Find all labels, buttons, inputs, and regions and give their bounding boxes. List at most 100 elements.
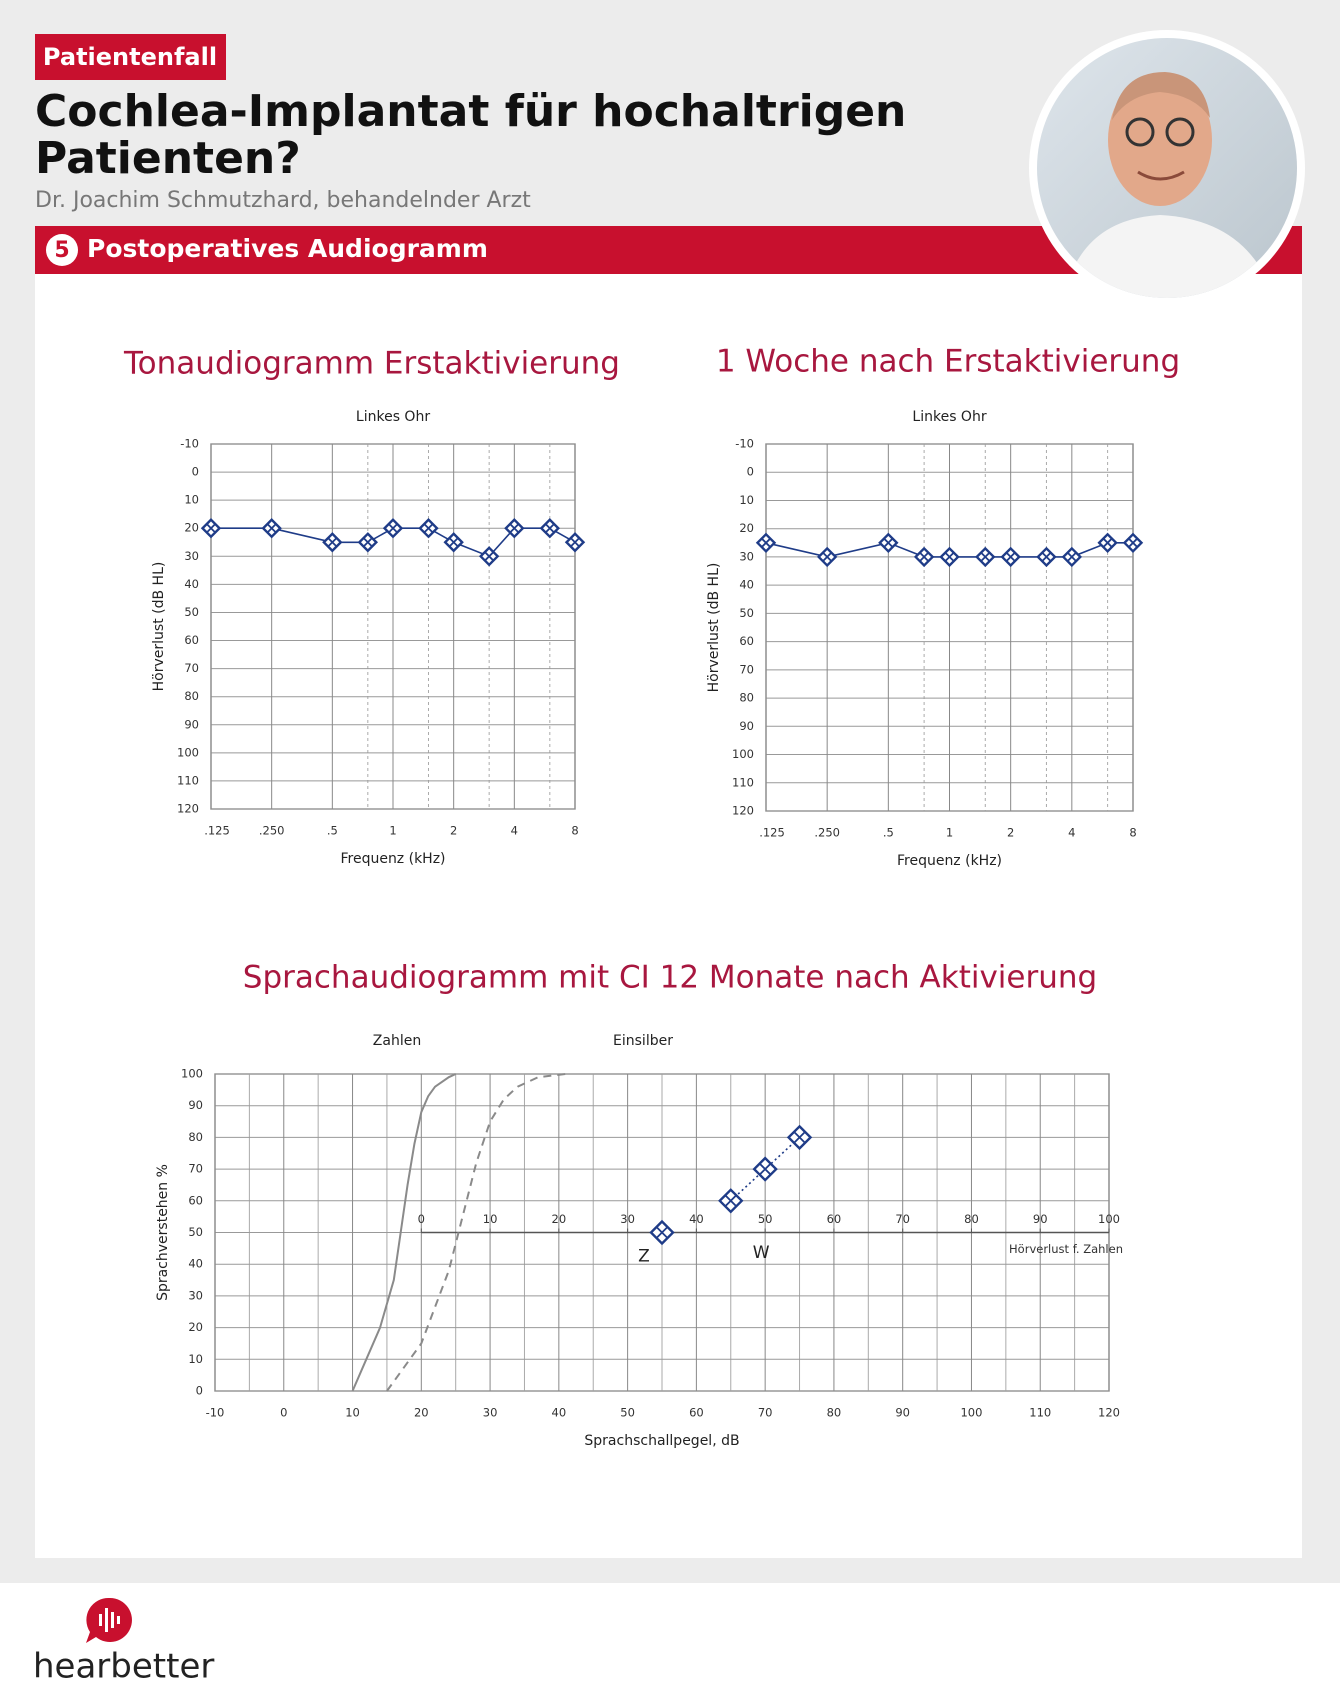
y-tick-label: 40 [739,578,754,592]
y-tick-label: 80 [188,1130,203,1144]
x-tick-label: 2 [1007,826,1014,840]
marker-cross [1102,537,1113,548]
marker-cross [544,523,555,534]
y-tick-label: 100 [177,745,199,759]
marker-cross [448,537,459,548]
x-tick-label: 4 [1068,826,1075,840]
marker-cross [759,1162,772,1176]
marker-cross [1066,552,1077,562]
title-line: Cochlea-Implantat für hochaltrigen [35,86,906,137]
y-tick-label: 40 [184,577,199,591]
series-label: Einsilber [613,1033,673,1049]
marker-cross [423,523,434,534]
y-tick-label: 30 [188,1288,203,1302]
x-tick-label: 90 [895,1406,910,1420]
y-axis-label: Hörverlust (dB HL) [706,563,722,693]
y-axis-label: Sprachverstehen % [155,1164,171,1301]
chart-subtitle: Linkes Ohr [912,409,986,425]
x-tick-label: 1 [946,826,953,840]
y-tick-label: 20 [184,521,199,535]
marker-cross [883,537,894,548]
tag: Patientenfall [43,43,217,71]
y-tick-label: 10 [739,493,754,507]
data-point [752,1156,778,1182]
secondary-axis-label: Hörverlust f. Zahlen [1009,1242,1123,1256]
y-tick-label: 100 [181,1067,203,1081]
x-tick-label: 4 [511,824,518,838]
x-tick-label: 10 [345,1406,360,1420]
data-point [975,546,996,568]
y-tick-label: 120 [177,802,199,816]
data-point [718,1188,744,1214]
y-tick-label: 0 [747,465,754,479]
data-point [478,546,500,567]
marker-cross [266,523,277,534]
x-tick-label: 40 [552,1406,567,1420]
x-axis-label: Sprachschallpegel, dB [584,1433,739,1449]
y-tick-label: 110 [732,775,754,789]
y-tick-label: 60 [188,1193,203,1207]
marker-cross [944,552,955,562]
y-tick-label: 60 [739,634,754,648]
data-point [1122,532,1144,554]
x-tick-label: .5 [327,824,338,838]
marker-cross [570,537,580,548]
x-tick-label: 80 [827,1406,842,1420]
secondary-tick-label: 100 [1098,1212,1120,1226]
chart-subtitle: Linkes Ohr [356,409,430,425]
data-point [261,518,282,539]
marker-cross [509,523,520,534]
series-label: W [753,1243,770,1263]
y-tick-label: 90 [184,717,199,731]
data-point [1036,546,1057,568]
marker-cross [724,1194,737,1207]
data-point [382,518,404,539]
x-tick-label: 0 [280,1406,287,1420]
y-tick-label: 60 [184,633,199,647]
series-line [351,1073,457,1392]
x-tick-label: .250 [259,824,285,838]
data-point [1061,546,1083,568]
data-point [816,546,838,568]
data-point [649,1219,675,1246]
secondary-tick-label: 50 [758,1212,773,1226]
y-tick-label: 0 [192,465,199,479]
y-tick-label: 70 [184,661,199,675]
series-line [386,1073,566,1392]
secondary-tick-label: 70 [895,1212,910,1226]
y-tick-label: 70 [739,662,754,676]
x-axis-label: Frequenz (kHz) [340,851,445,867]
y-tick-label: 90 [188,1098,203,1112]
marker-cross [822,552,833,562]
y-tick-label: -10 [180,437,199,451]
marker-cross [980,552,991,562]
x-tick-label: 2 [450,824,457,838]
chart-title: 1 Woche nach Erstaktivierung [716,344,1180,380]
tag-box [35,34,226,80]
data-point [755,532,777,554]
data-point [539,518,561,539]
data-point [443,532,464,553]
secondary-tick-label: 80 [964,1212,979,1226]
marker-cross [327,537,338,548]
section-title: Postoperatives Audiogramm [87,234,488,263]
marker-cross [206,523,216,534]
x-tick-label: .5 [883,826,894,840]
section-badge [46,234,78,266]
y-tick-label: 20 [739,521,754,535]
x-tick-label: .125 [759,826,785,840]
x-tick-label: 30 [483,1406,498,1420]
chart-title: Tonaudiogramm Erstaktivierung [123,346,620,382]
marker-cross [388,523,398,534]
title-line: Patienten? [35,133,301,184]
series-label: Z [638,1247,650,1267]
y-axis-label: Hörverlust (dB HL) [151,562,167,692]
data-point [418,518,439,539]
series-label: Zahlen [373,1033,421,1049]
data-point [1000,546,1021,568]
marker-cross [1005,552,1016,562]
x-tick-label: 8 [1129,826,1136,840]
y-tick-label: 40 [188,1257,203,1271]
y-tick-label: 0 [196,1384,203,1398]
data-point [939,546,960,568]
